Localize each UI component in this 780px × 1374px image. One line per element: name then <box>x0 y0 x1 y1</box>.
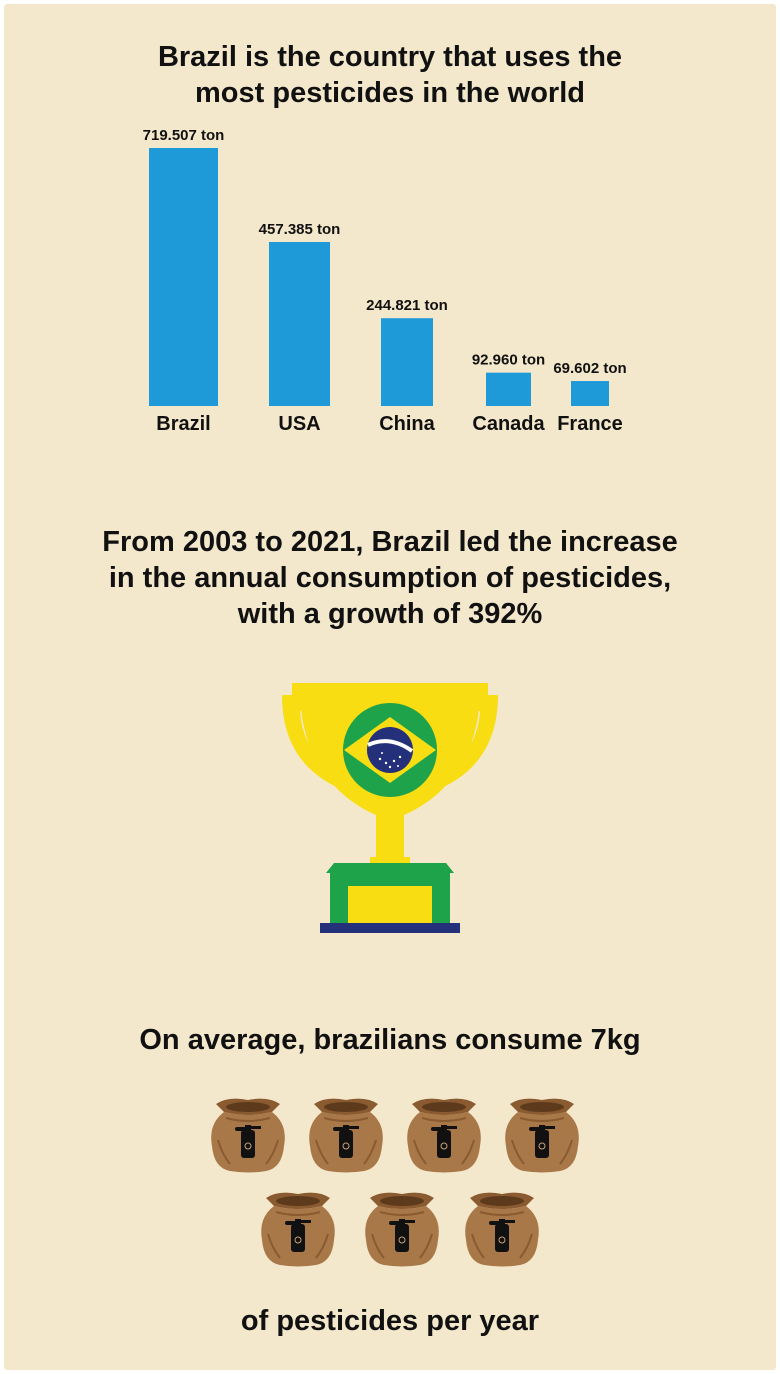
trophy-stem-collar <box>370 857 410 863</box>
pesticide-bar-chart: 719.507 ton Brazil 457.385 ton USA 244.821 t… <box>143 127 627 435</box>
category-label-canada: Canada <box>472 413 545 435</box>
bar-usa <box>269 241 330 406</box>
bar-canada <box>486 372 531 406</box>
chart-title: Brazil is the country that uses the most… <box>0 39 780 111</box>
value-label-china: 244.821 ton <box>366 297 448 314</box>
bar-china <box>381 318 433 406</box>
consumption-headline: On average, brazilians consume 7kg <box>139 1024 641 1056</box>
chart-title-line-1: Brazil is the country that uses the <box>157 41 623 73</box>
trophy-base-top <box>326 863 454 873</box>
value-label-brazil: 719.507 ton <box>143 127 225 144</box>
value-label-france: 69.602 ton <box>553 360 626 377</box>
bar-france <box>571 381 609 406</box>
growth-headline-line-2: in the annual consumption of pesticides, <box>108 562 672 594</box>
pesticide-bag-icon <box>306 1094 386 1179</box>
trophy-icon <box>282 683 498 933</box>
growth-headline-line-1: From 2003 to 2021, Brazil led the increa… <box>102 526 678 558</box>
pesticide-bag-icon <box>208 1094 288 1179</box>
pesticide-bag-icon <box>404 1094 484 1179</box>
pesticide-bag-icon <box>502 1094 582 1179</box>
trophy-plaque <box>348 886 432 923</box>
consumption-footer: of pesticides per year <box>240 1305 540 1337</box>
flag-banner <box>367 739 414 753</box>
flag-stars <box>378 752 402 769</box>
category-label-france: France <box>557 413 623 435</box>
value-label-canada: 92.960 ton <box>472 352 545 369</box>
trophy-right-handle <box>430 695 498 791</box>
growth-headline: From 2003 to 2021, Brazil led the increa… <box>0 524 780 632</box>
category-label-usa: USA <box>278 413 320 435</box>
flag-blue-globe <box>367 727 413 773</box>
growth-headline-line-3: with a growth of 392% <box>237 598 543 630</box>
bar-brazil <box>149 148 218 406</box>
pesticide-bag-icon <box>462 1188 542 1273</box>
trophy-left-handle <box>282 695 350 791</box>
value-label-usa: 457.385 ton <box>259 221 341 238</box>
chart-title-line-2: most pesticides in the world <box>195 77 585 109</box>
category-label-brazil: Brazil <box>156 413 210 435</box>
category-label-china: China <box>379 413 435 435</box>
trophy-base-plinth <box>320 923 460 933</box>
pesticide-bag-icon <box>362 1188 442 1273</box>
pesticide-bag-icon <box>258 1188 338 1273</box>
